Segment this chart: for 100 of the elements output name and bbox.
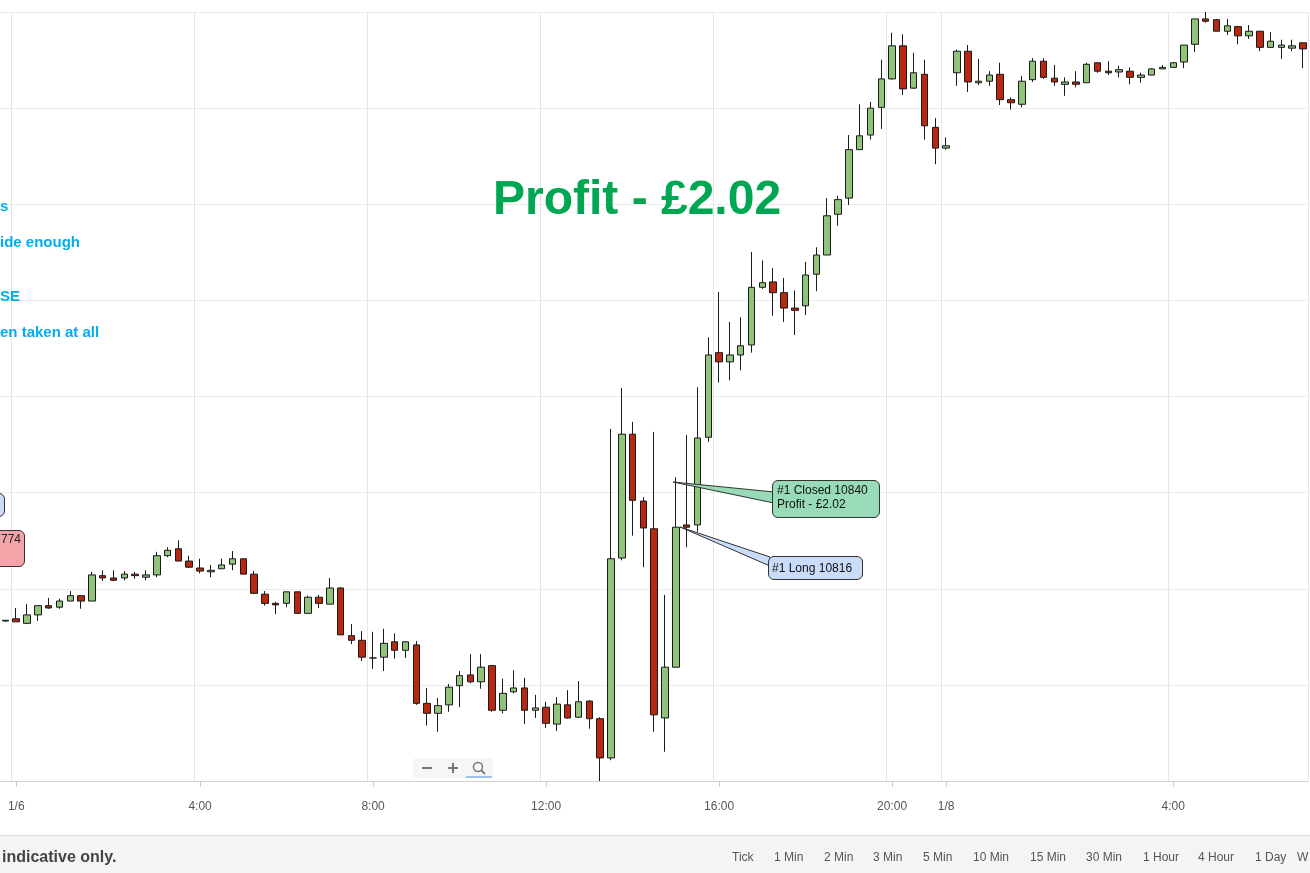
- candlestick: [1224, 18, 1231, 36]
- annotation: #1 Closed 10840 Profit - £2.02: [772, 480, 880, 518]
- x-tick-label: 20:00: [877, 799, 908, 813]
- candlestick: [1083, 62, 1090, 84]
- x-tick-label: 4:00: [1161, 799, 1186, 813]
- candlestick: [748, 251, 755, 354]
- candlestick: [2, 619, 9, 623]
- candlestick: [1159, 64, 1166, 70]
- candlestick: [1256, 30, 1264, 52]
- candlestick: [1245, 24, 1253, 40]
- candlestick: [510, 669, 517, 694]
- text: 2 Min: [824, 850, 854, 864]
- candlestick: [499, 678, 507, 714]
- candlestick: [1072, 70, 1080, 88]
- candlestick: [88, 571, 96, 602]
- annotation: en taken at all: [0, 323, 100, 340]
- candlestick: [964, 44, 972, 93]
- candlestick: [834, 195, 842, 227]
- candlestick: [780, 277, 788, 323]
- candlestick: [575, 680, 582, 719]
- candlestick: [413, 640, 420, 706]
- candlestick: [240, 558, 247, 575]
- candlestick: [899, 33, 907, 96]
- candlestick: [856, 103, 863, 151]
- candlestick: [1191, 18, 1199, 53]
- candlestick: [823, 197, 831, 256]
- candlestick: [888, 32, 896, 81]
- text: 1 Min: [774, 850, 804, 864]
- candlestick: [1126, 66, 1134, 85]
- text: Tick: [732, 850, 754, 864]
- x-tick-label: 4:00: [188, 799, 213, 813]
- candlestick: [315, 594, 323, 609]
- candlestick: [131, 571, 139, 580]
- text: W: [1297, 850, 1309, 864]
- text: 1 Hour: [1143, 850, 1180, 864]
- candlestick: [1040, 57, 1047, 80]
- candlestick: [467, 653, 474, 684]
- annotation: s: [0, 197, 9, 214]
- candlestick: [369, 631, 377, 670]
- candlestick: [640, 496, 647, 568]
- candlestick: [1115, 65, 1123, 78]
- candlestick: [337, 586, 344, 636]
- candlestick: [207, 564, 215, 578]
- candlestick: [532, 694, 539, 719]
- candlestick: [185, 555, 193, 569]
- candlestick: [564, 689, 571, 720]
- candlestick: [1007, 96, 1015, 111]
- candlestick: [910, 52, 917, 90]
- candlestick: [477, 653, 485, 690]
- candlestick: [23, 603, 31, 625]
- candlestick: [921, 59, 928, 141]
- text: 1 Day: [1255, 850, 1287, 864]
- candlestick: [434, 697, 442, 733]
- annotation: ide enough: [0, 233, 80, 250]
- candlestick: [45, 597, 52, 610]
- candlestick: [250, 570, 258, 595]
- candlestick: [1061, 76, 1069, 97]
- annotation: #1 Long 10816: [768, 556, 863, 580]
- candlestick: [402, 640, 409, 659]
- candlestick: [845, 134, 853, 206]
- candlestick: [726, 321, 734, 381]
- candlestick: [791, 289, 799, 336]
- candlestick: [164, 546, 171, 558]
- candlestick: [272, 601, 279, 615]
- candlestick: [67, 590, 74, 602]
- candlestick: [153, 551, 161, 578]
- annotation: SE: [0, 287, 21, 304]
- candlestick: [553, 696, 561, 732]
- text: 10 Min: [973, 850, 1010, 864]
- candlestick: [348, 623, 355, 645]
- candlestick: [1094, 61, 1101, 74]
- candlestick: [672, 476, 680, 668]
- candlestick: [196, 558, 204, 574]
- candlestick: [380, 628, 388, 672]
- candlestick: [283, 591, 290, 608]
- candlestick: [586, 699, 593, 730]
- text: 5 Min: [923, 850, 953, 864]
- candlestick: [607, 428, 615, 761]
- x-tick-label: 1/6: [7, 799, 25, 813]
- candlestick: [1029, 57, 1036, 83]
- candlestick: [445, 683, 453, 713]
- candlestick: [423, 687, 431, 727]
- text: 4 Hour: [1198, 850, 1235, 864]
- candlestick: [1234, 25, 1242, 45]
- candlestick: [542, 701, 550, 729]
- candlestick: [878, 59, 885, 130]
- candlestick: [99, 569, 106, 582]
- candlestick: [1051, 64, 1058, 87]
- candlestick: [1018, 75, 1026, 108]
- candlestick: [358, 630, 366, 662]
- candlestick: [12, 607, 20, 623]
- candlestick: [56, 598, 63, 610]
- text: 3 Min: [873, 850, 903, 864]
- candlestick: [110, 569, 117, 582]
- candlestick: [456, 670, 463, 708]
- candlestick: [121, 570, 128, 581]
- x-tick-label: 8:00: [361, 799, 386, 813]
- candlestick: [391, 632, 398, 660]
- x-tick-label: 1/8: [937, 799, 955, 813]
- candlestick: [1148, 67, 1155, 76]
